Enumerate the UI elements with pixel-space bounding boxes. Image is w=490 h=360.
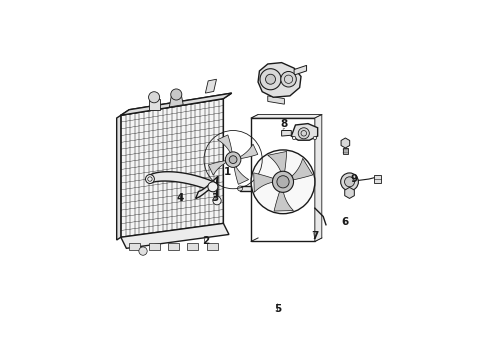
Polygon shape: [292, 123, 318, 140]
Polygon shape: [343, 148, 348, 154]
Circle shape: [344, 177, 355, 187]
Text: 2: 2: [202, 237, 209, 246]
Polygon shape: [205, 79, 217, 93]
Polygon shape: [129, 243, 140, 250]
Polygon shape: [121, 93, 232, 115]
Polygon shape: [168, 243, 179, 250]
Polygon shape: [258, 63, 301, 97]
Polygon shape: [121, 223, 229, 248]
Polygon shape: [148, 243, 160, 250]
Circle shape: [277, 176, 289, 188]
Circle shape: [281, 72, 296, 87]
Circle shape: [171, 89, 182, 100]
Circle shape: [260, 186, 265, 191]
Circle shape: [293, 136, 296, 140]
Polygon shape: [282, 131, 292, 136]
Circle shape: [341, 173, 358, 191]
Polygon shape: [341, 138, 350, 148]
Polygon shape: [117, 115, 121, 240]
Circle shape: [238, 186, 243, 191]
Text: 7: 7: [311, 231, 318, 241]
Circle shape: [251, 150, 315, 214]
Circle shape: [139, 247, 147, 255]
Polygon shape: [187, 243, 198, 250]
Circle shape: [229, 156, 237, 163]
Circle shape: [148, 92, 160, 103]
Polygon shape: [217, 176, 218, 204]
Circle shape: [266, 74, 275, 84]
Polygon shape: [234, 164, 248, 184]
Text: 3: 3: [212, 193, 219, 203]
Polygon shape: [148, 99, 160, 110]
Text: 9: 9: [350, 174, 357, 184]
Polygon shape: [268, 96, 284, 104]
Circle shape: [213, 197, 221, 205]
Polygon shape: [240, 186, 262, 191]
Text: 5: 5: [274, 304, 281, 314]
Polygon shape: [251, 114, 322, 118]
Circle shape: [298, 128, 309, 139]
Polygon shape: [345, 187, 354, 198]
Circle shape: [260, 69, 281, 90]
Text: 8: 8: [281, 118, 288, 129]
Polygon shape: [374, 175, 381, 183]
Circle shape: [225, 152, 241, 167]
Polygon shape: [121, 93, 232, 115]
Circle shape: [272, 171, 294, 192]
Circle shape: [208, 182, 218, 192]
Text: 1: 1: [224, 167, 231, 177]
Polygon shape: [315, 114, 322, 242]
Polygon shape: [288, 158, 313, 181]
Text: 4: 4: [177, 193, 184, 203]
Polygon shape: [218, 135, 233, 155]
Polygon shape: [294, 66, 307, 75]
Polygon shape: [254, 173, 278, 192]
Polygon shape: [207, 243, 218, 250]
Text: 6: 6: [342, 217, 349, 227]
Polygon shape: [238, 144, 258, 159]
Polygon shape: [268, 152, 287, 177]
Polygon shape: [121, 99, 223, 237]
Polygon shape: [170, 94, 183, 107]
Polygon shape: [150, 172, 214, 192]
Polygon shape: [208, 160, 229, 175]
Polygon shape: [196, 176, 218, 198]
Circle shape: [146, 175, 154, 184]
Polygon shape: [274, 186, 294, 211]
Circle shape: [313, 136, 317, 140]
